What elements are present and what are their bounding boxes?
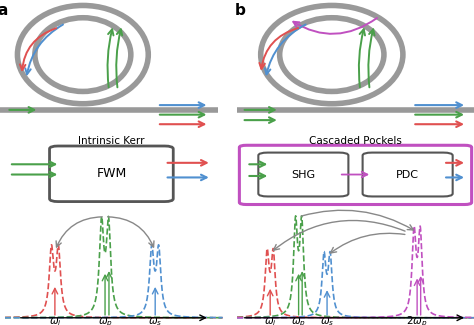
FancyBboxPatch shape: [239, 145, 472, 204]
FancyBboxPatch shape: [258, 153, 348, 196]
Text: Cascaded Pockels: Cascaded Pockels: [309, 136, 402, 147]
Text: $\omega_s$: $\omega_s$: [320, 316, 334, 325]
Text: PDC: PDC: [396, 170, 419, 179]
Text: $\omega_i$: $\omega_i$: [48, 316, 61, 325]
Text: SHG: SHG: [292, 170, 315, 179]
Text: b: b: [235, 3, 246, 18]
Text: $\omega_p$: $\omega_p$: [291, 317, 306, 325]
Text: $2\omega_p$: $2\omega_p$: [406, 315, 428, 325]
Text: $\omega_s$: $\omega_s$: [148, 316, 162, 325]
Text: $\omega_i$: $\omega_i$: [264, 316, 276, 325]
Text: FWM: FWM: [96, 167, 127, 180]
FancyBboxPatch shape: [49, 146, 173, 202]
FancyBboxPatch shape: [363, 153, 453, 196]
Text: a: a: [0, 3, 8, 18]
Text: Intrinsic Kerr: Intrinsic Kerr: [78, 136, 145, 147]
Text: $\omega_p$: $\omega_p$: [98, 317, 112, 325]
